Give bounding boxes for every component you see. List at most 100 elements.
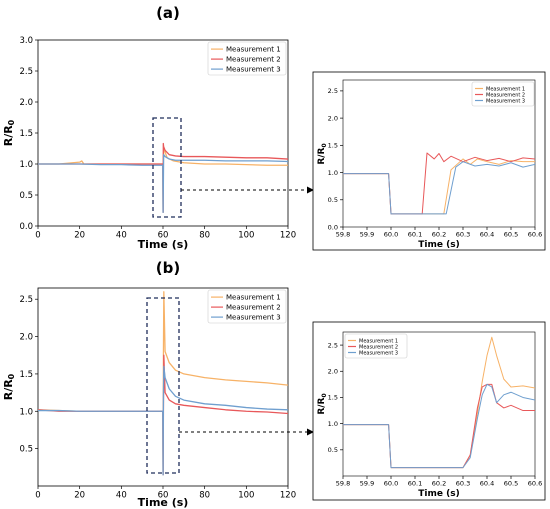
y-tick-label: 2.0 xyxy=(328,114,338,122)
legend-entry: Measurement 1 xyxy=(226,46,281,54)
x-tick-label: 120 xyxy=(280,491,296,501)
x-tick-label: 60.4 xyxy=(480,231,494,239)
y-tick-label: 0.0 xyxy=(19,222,33,232)
x-tick-label: 80 xyxy=(199,231,210,241)
x-axis-label: Time (s) xyxy=(138,496,189,509)
y-axis-label: R/R0 xyxy=(2,373,16,400)
series-lines xyxy=(38,142,288,214)
series-lines xyxy=(343,336,535,469)
x-tick-label: 59.8 xyxy=(336,480,350,488)
x-tick-label: 60.1 xyxy=(408,480,422,488)
x-axis-label: Time (s) xyxy=(418,489,459,499)
x-tick-label: 60.2 xyxy=(432,231,446,239)
x-tick-label: 40 xyxy=(116,491,127,501)
y-tick-label: 1.0 xyxy=(328,169,338,177)
y-tick-label: 1.0 xyxy=(328,420,338,428)
legend: Measurement 1 Measurement 2 Measurement 3 xyxy=(207,41,287,76)
legend: Measurement 1 Measurement 2 Measurement 3 xyxy=(207,289,287,324)
y-tick-label: 2.0 xyxy=(19,333,33,343)
series-line-3 xyxy=(38,365,288,476)
x-tick-label: 60.4 xyxy=(480,480,494,488)
zoom-region-box xyxy=(146,297,180,474)
legend-entry: Measurement 3 xyxy=(359,350,398,356)
y-tick-label: 2.5 xyxy=(328,87,338,95)
x-tick-label: 40 xyxy=(116,231,127,241)
x-axis-label: Time (s) xyxy=(418,240,459,250)
panel-b: (b) 0 20 40 60 80 100 120 0.5 1.0 1.5 2.0 2.5 Measu… xyxy=(2,259,546,509)
legend-box xyxy=(207,41,287,76)
x-tick-label: 0 xyxy=(35,231,40,241)
y-tick-label: 2.0 xyxy=(328,368,338,376)
y-tick-label: 1.0 xyxy=(19,407,33,417)
legend-entry: Measurement 3 xyxy=(226,66,281,74)
panel-b-label: (b) xyxy=(156,259,180,277)
legend-entry: Measurement 1 xyxy=(226,294,281,302)
y-tick-label: 2.5 xyxy=(19,67,33,77)
x-tick-label: 60.5 xyxy=(504,480,518,488)
legend-entry: Measurement 1 xyxy=(359,338,398,344)
x-axis-label: Time (s) xyxy=(138,238,189,251)
y-tick-label: 3.0 xyxy=(19,36,33,46)
x-tick-label: 59.9 xyxy=(360,480,374,488)
x-tick-label: 60.1 xyxy=(408,231,422,239)
legend-entry: Measurement 3 xyxy=(486,98,525,104)
x-tick-label: 100 xyxy=(238,491,254,501)
axes: 0 20 40 60 80 100 120 0.0 0.5 1.0 1.5 2.0 2.5 3.0 xyxy=(19,36,296,241)
y-tick-label: 0.0 xyxy=(328,223,338,231)
axes: 0 20 40 60 80 100 120 0.5 1.0 1.5 2.0 2.5 xyxy=(19,295,296,500)
x-tick-label: 60 xyxy=(158,231,169,241)
y-axis-label: R/R0 xyxy=(2,119,16,146)
inset-chart-a: 59.8 59.9 60.0 60.1 60.2 60.3 60.4 60.5 60.6 0.0 0… xyxy=(312,71,546,251)
y-tick-label: 0.5 xyxy=(19,445,33,455)
y-tick-label: 1.0 xyxy=(19,160,33,170)
x-tick-label: 60.3 xyxy=(456,480,470,488)
y-tick-label: 2.5 xyxy=(328,341,338,349)
series-lines xyxy=(38,291,288,476)
y-axis-label: R/R0 xyxy=(317,393,328,414)
legend-entry: Measurement 2 xyxy=(486,92,525,98)
x-tick-label: 80 xyxy=(199,491,210,501)
y-tick-label: 0.5 xyxy=(328,446,338,454)
arrow-head-icon xyxy=(307,428,314,436)
panel-a: (a) 0 20 40 60 80 100 120 0.0 0.5 1.0 1.5 2.0 2.5 3.0… xyxy=(2,4,546,251)
y-tick-label: 1.5 xyxy=(19,129,33,139)
legend-box xyxy=(207,289,287,324)
axes: 59.8 59.9 60.0 60.1 60.2 60.3 60.4 60.5 60.6 0.5 1… xyxy=(328,341,543,487)
y-tick-label: 1.5 xyxy=(328,142,338,150)
series-line-3 xyxy=(38,154,288,214)
x-tick-label: 60.3 xyxy=(456,231,470,239)
x-tick-label: 60.6 xyxy=(528,231,542,239)
axes: 59.8 59.9 60.0 60.1 60.2 60.3 60.4 60.5 60.6 0.0 0… xyxy=(328,87,543,238)
x-tick-label: 20 xyxy=(74,491,85,501)
x-tick-label: 60.0 xyxy=(384,231,398,239)
x-tick-label: 20 xyxy=(74,231,85,241)
x-tick-label: 60.6 xyxy=(528,480,542,488)
x-tick-label: 60.0 xyxy=(384,480,398,488)
main-chart-a: 0 20 40 60 80 100 120 0.0 0.5 1.0 1.5 2.0 2.5 3.0 Mea… xyxy=(2,36,314,251)
x-tick-label: 59.8 xyxy=(336,231,350,239)
legend-entry: Measurement 1 xyxy=(486,86,525,92)
y-tick-label: 2.5 xyxy=(19,295,33,305)
legend-entry: Measurement 2 xyxy=(359,344,398,350)
y-tick-label: 0.5 xyxy=(328,196,338,204)
x-tick-label: 60.5 xyxy=(504,231,518,239)
legend-box xyxy=(471,81,535,107)
legend-entry: Measurement 3 xyxy=(226,314,281,322)
x-tick-label: 60 xyxy=(158,491,169,501)
y-tick-label: 1.5 xyxy=(19,370,33,380)
legend-entry: Measurement 2 xyxy=(226,304,281,312)
legend-box xyxy=(344,333,408,359)
x-tick-label: 100 xyxy=(238,231,254,241)
series-lines xyxy=(343,152,535,215)
y-tick-label: 2.0 xyxy=(19,98,33,108)
panel-a-label: (a) xyxy=(156,4,180,22)
legend-entry: Measurement 2 xyxy=(226,56,281,64)
main-chart-b: 0 20 40 60 80 100 120 0.5 1.0 1.5 2.0 2.5 Measureme… xyxy=(2,287,314,509)
y-axis-label: R/R0 xyxy=(317,143,328,164)
x-tick-label: 0 xyxy=(35,491,40,501)
inset-chart-b: 59.8 59.9 60.0 60.1 60.2 60.3 60.4 60.5 60.6 0.5 1… xyxy=(312,321,546,501)
y-tick-label: 0.5 xyxy=(19,191,33,201)
